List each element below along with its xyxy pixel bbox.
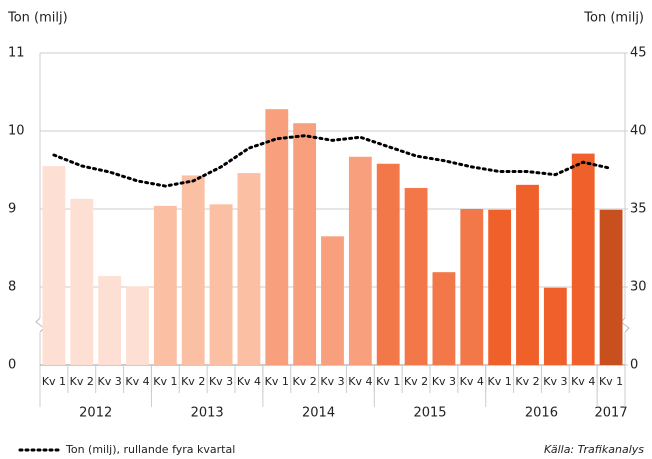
y2-tick-label: 0 (630, 358, 638, 373)
x-tick-label: Kv 3 (98, 375, 122, 388)
bar (543, 287, 567, 365)
x-tick-label: Kv 1 (153, 375, 177, 388)
bar (153, 205, 177, 365)
x-tick-label: Kv 1 (376, 375, 400, 388)
bar (209, 204, 233, 365)
y2-tick-label: 35 (630, 202, 647, 217)
bar (488, 209, 512, 365)
x-tick-label: Kv 1 (488, 375, 512, 388)
x-group-label: 2013 (191, 406, 224, 421)
y-tick-label: 10 (8, 124, 25, 139)
source: Källa: Trafikanalys (544, 443, 644, 456)
axis-break (35, 317, 45, 333)
y2-tick-label: 30 (630, 280, 647, 295)
x-tick-label: Kv 2 (404, 375, 428, 388)
y-axis-label: Ton (milj) (7, 11, 68, 26)
y2-tick-label: 40 (630, 124, 647, 139)
bar (571, 153, 595, 365)
x-group-label: 2012 (79, 406, 112, 421)
y2-tick-label: 45 (630, 46, 647, 61)
bar (460, 209, 484, 365)
x-tick-label: Kv 4 (571, 375, 595, 388)
bar (181, 175, 205, 365)
x-tick-label: Kv 2 (293, 375, 317, 388)
bar (265, 109, 289, 365)
bar (293, 123, 317, 365)
axis-break (620, 317, 630, 333)
rolling-line (52, 134, 613, 188)
bar (404, 187, 428, 365)
y-tick-label: 9 (8, 202, 16, 217)
bar (348, 156, 372, 365)
bar (70, 198, 94, 365)
y-tick-label: 11 (8, 46, 25, 61)
x-tick-label: Kv 3 (543, 375, 567, 388)
x-group-label: 2015 (413, 406, 446, 421)
bar (376, 163, 400, 365)
bar (237, 173, 261, 365)
y-tick-label: 0 (8, 358, 16, 373)
legend-label: Ton (milj), rullande fyra kvartal (65, 443, 235, 456)
x-group-label: 2014 (302, 406, 335, 421)
bar (321, 236, 344, 365)
x-tick-label: Kv 3 (432, 375, 456, 388)
x-tick-label: Kv 2 (181, 375, 205, 388)
x-tick-label: Kv 3 (320, 375, 344, 388)
x-tick-label: Kv 2 (515, 375, 539, 388)
x-tick-label: Kv 4 (125, 375, 149, 388)
x-group-label: 2017 (595, 406, 628, 421)
x-group-label: 2016 (525, 406, 558, 421)
y-tick-label: 8 (8, 280, 16, 295)
x-tick-label: Kv 2 (70, 375, 94, 388)
x-tick-label: Kv 4 (348, 375, 372, 388)
bar (126, 286, 149, 365)
bar (42, 166, 66, 365)
bar (599, 209, 623, 365)
x-tick-label: Kv 4 (237, 375, 261, 388)
x-tick-label: Kv 3 (209, 375, 233, 388)
bar (516, 184, 539, 365)
x-tick-label: Kv 4 (460, 375, 484, 388)
y2-axis-label: Ton (milj) (583, 11, 644, 26)
bar (98, 276, 122, 365)
x-tick-label: Kv 1 (265, 375, 289, 388)
x-tick-label: Kv 1 (599, 375, 623, 388)
x-tick-label: Kv 1 (42, 375, 66, 388)
bar (432, 272, 456, 365)
